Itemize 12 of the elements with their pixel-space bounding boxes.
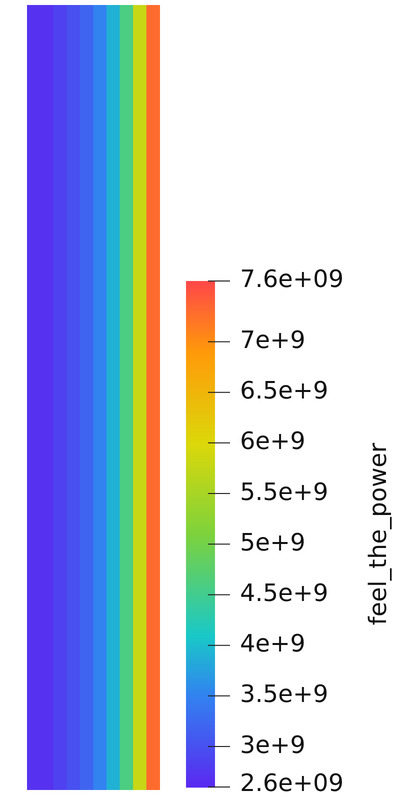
color-bar-label: 3.5e+9 [240,680,328,708]
color-bar-label: 7e+9 [240,326,306,354]
color-bar-label: 2.6e+09 [240,769,344,797]
color-bar-label: 4e+9 [240,630,306,658]
color-bar-label: 7.6e+09 [240,265,344,294]
color-bar-label: 6.5e+9 [240,376,328,405]
color-bar-title: feel_the_power [364,442,392,626]
color-bar-label: 4.5e+9 [240,578,328,607]
color-bar-label: 5.5e+9 [240,478,328,506]
color-bar-label: 3e+9 [240,730,306,759]
color-bar-label: 6e+9 [240,427,306,456]
color-bar-label: 5e+9 [240,528,306,556]
